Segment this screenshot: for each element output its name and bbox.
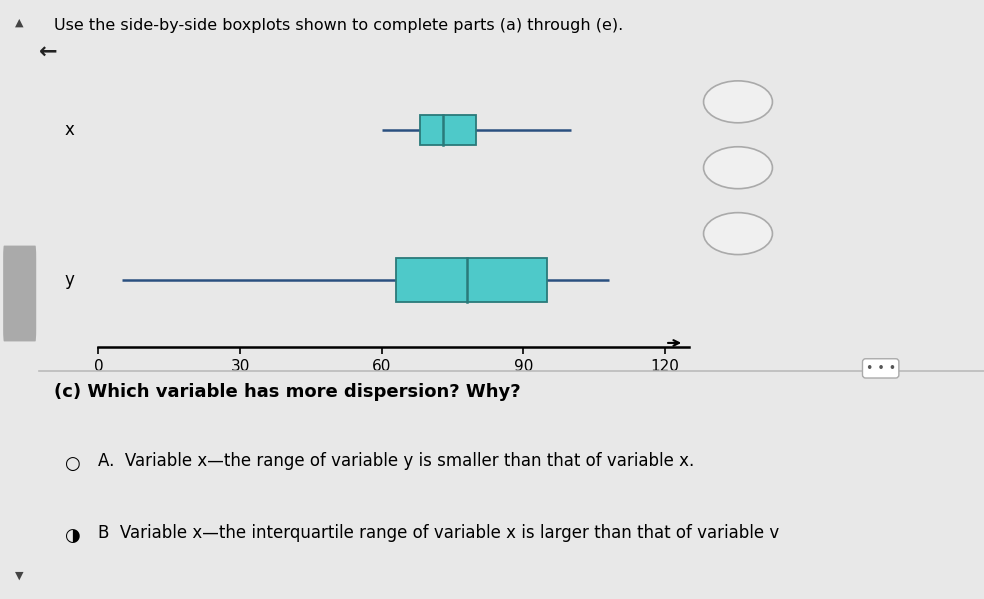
FancyBboxPatch shape	[396, 258, 547, 302]
Text: ⊖: ⊖	[729, 158, 747, 178]
Text: ○: ○	[64, 455, 80, 473]
Text: x: x	[65, 121, 75, 140]
Text: ▼: ▼	[16, 571, 24, 581]
Text: B  Variable x—the interquartile range of variable x is larger than that of varia: B Variable x—the interquartile range of …	[98, 524, 779, 542]
Text: A.  Variable x—the range of variable y is smaller than that of variable x.: A. Variable x—the range of variable y is…	[98, 452, 695, 470]
Text: ←: ←	[39, 42, 58, 62]
Text: ◑: ◑	[64, 527, 80, 545]
Text: Use the side-by-side boxplots shown to complete parts (a) through (e).: Use the side-by-side boxplots shown to c…	[54, 18, 624, 33]
Text: (c) Which variable has more dispersion? Why?: (c) Which variable has more dispersion? …	[54, 383, 521, 401]
Text: ▲: ▲	[16, 18, 24, 28]
Text: ⧉: ⧉	[732, 224, 744, 243]
FancyBboxPatch shape	[419, 115, 476, 146]
FancyBboxPatch shape	[3, 246, 36, 341]
Text: y: y	[65, 271, 75, 289]
Text: ⊕: ⊕	[729, 92, 747, 112]
Text: • • •: • • •	[866, 362, 895, 375]
